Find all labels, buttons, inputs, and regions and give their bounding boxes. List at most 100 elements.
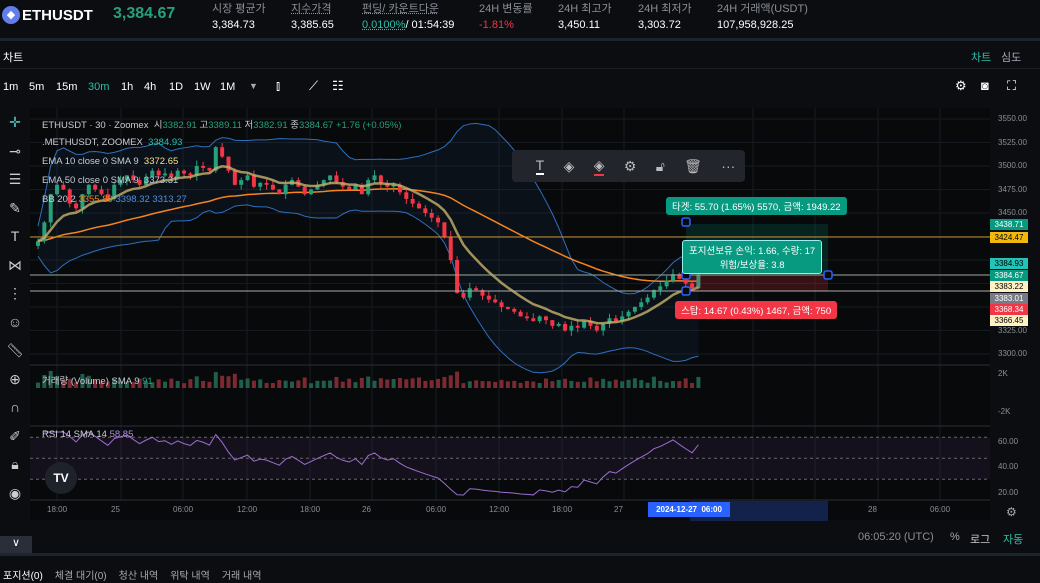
trendline-icon[interactable]: ⊸ <box>9 142 21 159</box>
candle <box>347 186 352 190</box>
bottom-tab[interactable]: 청산 내역 <box>118 571 159 582</box>
volume-bar <box>220 375 225 388</box>
volume-bar <box>251 380 256 388</box>
volume-bar <box>169 378 174 388</box>
bottom-tab[interactable]: 포지션(0) <box>3 571 43 582</box>
candle <box>245 175 250 181</box>
volume-bar <box>112 378 117 388</box>
divider <box>0 38 1040 41</box>
drag-handle <box>681 286 691 296</box>
log-toggle[interactable]: 로그 <box>970 534 991 546</box>
timeframe-1W[interactable]: 1W <box>194 81 211 93</box>
candle <box>486 295 491 300</box>
line-color-icon[interactable]: ◈ <box>593 157 605 176</box>
volume-bar <box>417 377 421 388</box>
timeframe-1D[interactable]: 1D <box>169 81 184 93</box>
candle <box>232 170 237 185</box>
divider <box>0 68 1040 69</box>
stat-low: 24H 최저가 3,303.72 <box>638 3 692 31</box>
text-icon[interactable]: T <box>10 228 20 244</box>
section-title: 차트 <box>3 52 24 64</box>
trash-icon[interactable]: 🗑︎ <box>684 157 702 174</box>
volume-bar <box>226 376 231 388</box>
price-axis-label: 3450.00 <box>998 208 1027 217</box>
price-axis[interactable]: 3550.00 3525.00 3500.00 3475.00 3450.00 3325.… <box>990 108 1040 520</box>
percent-toggle[interactable]: % <box>950 531 960 543</box>
tradingview-logo[interactable]: TV <box>45 462 77 494</box>
volume-bar <box>410 378 415 388</box>
tab-chart[interactable]: 차트 <box>971 52 992 64</box>
candle <box>531 318 536 322</box>
camera-icon[interactable]: ◙ <box>981 78 989 93</box>
volume-bar <box>550 381 555 388</box>
fill-color-icon[interactable]: ◈ <box>563 157 575 174</box>
candle <box>124 175 129 181</box>
timeframe-5m[interactable]: 5m <box>29 81 45 93</box>
magnet-icon[interactable]: ∩ <box>9 399 21 415</box>
fullscreen-icon[interactable]: ⛶ <box>1007 78 1017 93</box>
timeframe-15m[interactable]: 15m <box>56 81 78 93</box>
volume-bar <box>258 379 263 388</box>
volume-bar <box>423 380 428 388</box>
candle <box>258 182 263 187</box>
lock-drawing-icon[interactable]: ✐ <box>9 427 21 444</box>
price-chart[interactable] <box>30 108 990 520</box>
timeframe-1h[interactable]: 1h <box>121 81 134 93</box>
more-icon[interactable]: ··· <box>721 158 736 174</box>
lock-icon[interactable]: 🔒︎ <box>11 456 19 472</box>
emoji-icon[interactable]: ☺ <box>7 313 23 330</box>
volume-bar <box>175 380 180 388</box>
tab-depth[interactable]: 심도 <box>1001 52 1022 64</box>
gear-icon[interactable]: ⚙ <box>955 78 967 93</box>
gear-icon[interactable]: ⚙ <box>623 157 637 174</box>
timeframe-1m[interactable]: 1m <box>3 81 19 93</box>
volume-bar <box>613 379 618 388</box>
pattern-icon[interactable]: ⋈ <box>8 256 22 273</box>
stat-index-price[interactable]: 지수가격 3,385.65 <box>291 3 334 31</box>
indicator-icon[interactable]: ⟋ <box>309 78 319 93</box>
candle <box>442 222 447 237</box>
collapse-button[interactable]: ∨ <box>0 536 32 553</box>
timeframe-1M[interactable]: 1M <box>220 81 236 93</box>
timeframe-4h[interactable]: 4h <box>144 81 157 93</box>
clock: 06:05:20 (UTC) <box>858 531 934 543</box>
bottom-tab[interactable]: 거래 내역 <box>221 571 262 582</box>
candle <box>493 299 498 303</box>
candle <box>613 318 618 322</box>
crosshair-icon[interactable]: ✛ <box>9 114 21 130</box>
text-icon[interactable]: T <box>535 157 545 175</box>
candle <box>226 156 231 171</box>
volume-bar <box>328 380 333 388</box>
zoom-in-icon[interactable]: ⊕ <box>9 370 21 387</box>
eye-icon[interactable]: ◉ <box>8 484 22 501</box>
timeframe-30m[interactable]: 30m <box>88 81 110 93</box>
gear-icon[interactable]: ⚙ <box>1006 505 1017 519</box>
volume-bar <box>42 374 47 388</box>
fib-icon[interactable]: ☰ <box>8 171 22 187</box>
unlock-icon[interactable]: 🔓︎ <box>655 157 665 174</box>
bottom-tab[interactable]: 체결 대기(0) <box>54 571 107 582</box>
template-icon[interactable]: ☷ <box>332 78 344 93</box>
candle <box>664 280 669 287</box>
candle <box>474 288 479 291</box>
bollinger-upper <box>37 122 699 295</box>
candle <box>169 173 174 178</box>
volume-bar <box>518 382 523 388</box>
candle-type-icon[interactable]: ⫾ <box>276 78 281 93</box>
symbol[interactable]: ETHUSDT <box>22 7 93 24</box>
auto-toggle[interactable]: 자동 <box>1003 534 1024 546</box>
candle <box>366 180 371 195</box>
legend-ema50: EMA 50 close 0 SMA 9 3373.31 <box>42 175 179 186</box>
ruler-icon[interactable]: 📏︎ <box>6 342 24 358</box>
candle <box>671 274 675 281</box>
bottom-tab[interactable]: 위탁 내역 <box>170 571 210 582</box>
position-icon[interactable]: ⋮ <box>8 285 22 301</box>
volume-bar <box>645 382 650 388</box>
stat-funding[interactable]: 펀딩/ 카운트다운 0.0100%/ 01:54:39 <box>362 3 455 31</box>
volume-bar <box>163 381 167 388</box>
volume-bar <box>537 383 542 388</box>
volume-bar <box>569 380 574 388</box>
chevron-down-icon[interactable]: ▼ <box>249 81 258 91</box>
brush-icon[interactable]: ✎ <box>9 199 21 216</box>
candle <box>639 302 644 307</box>
